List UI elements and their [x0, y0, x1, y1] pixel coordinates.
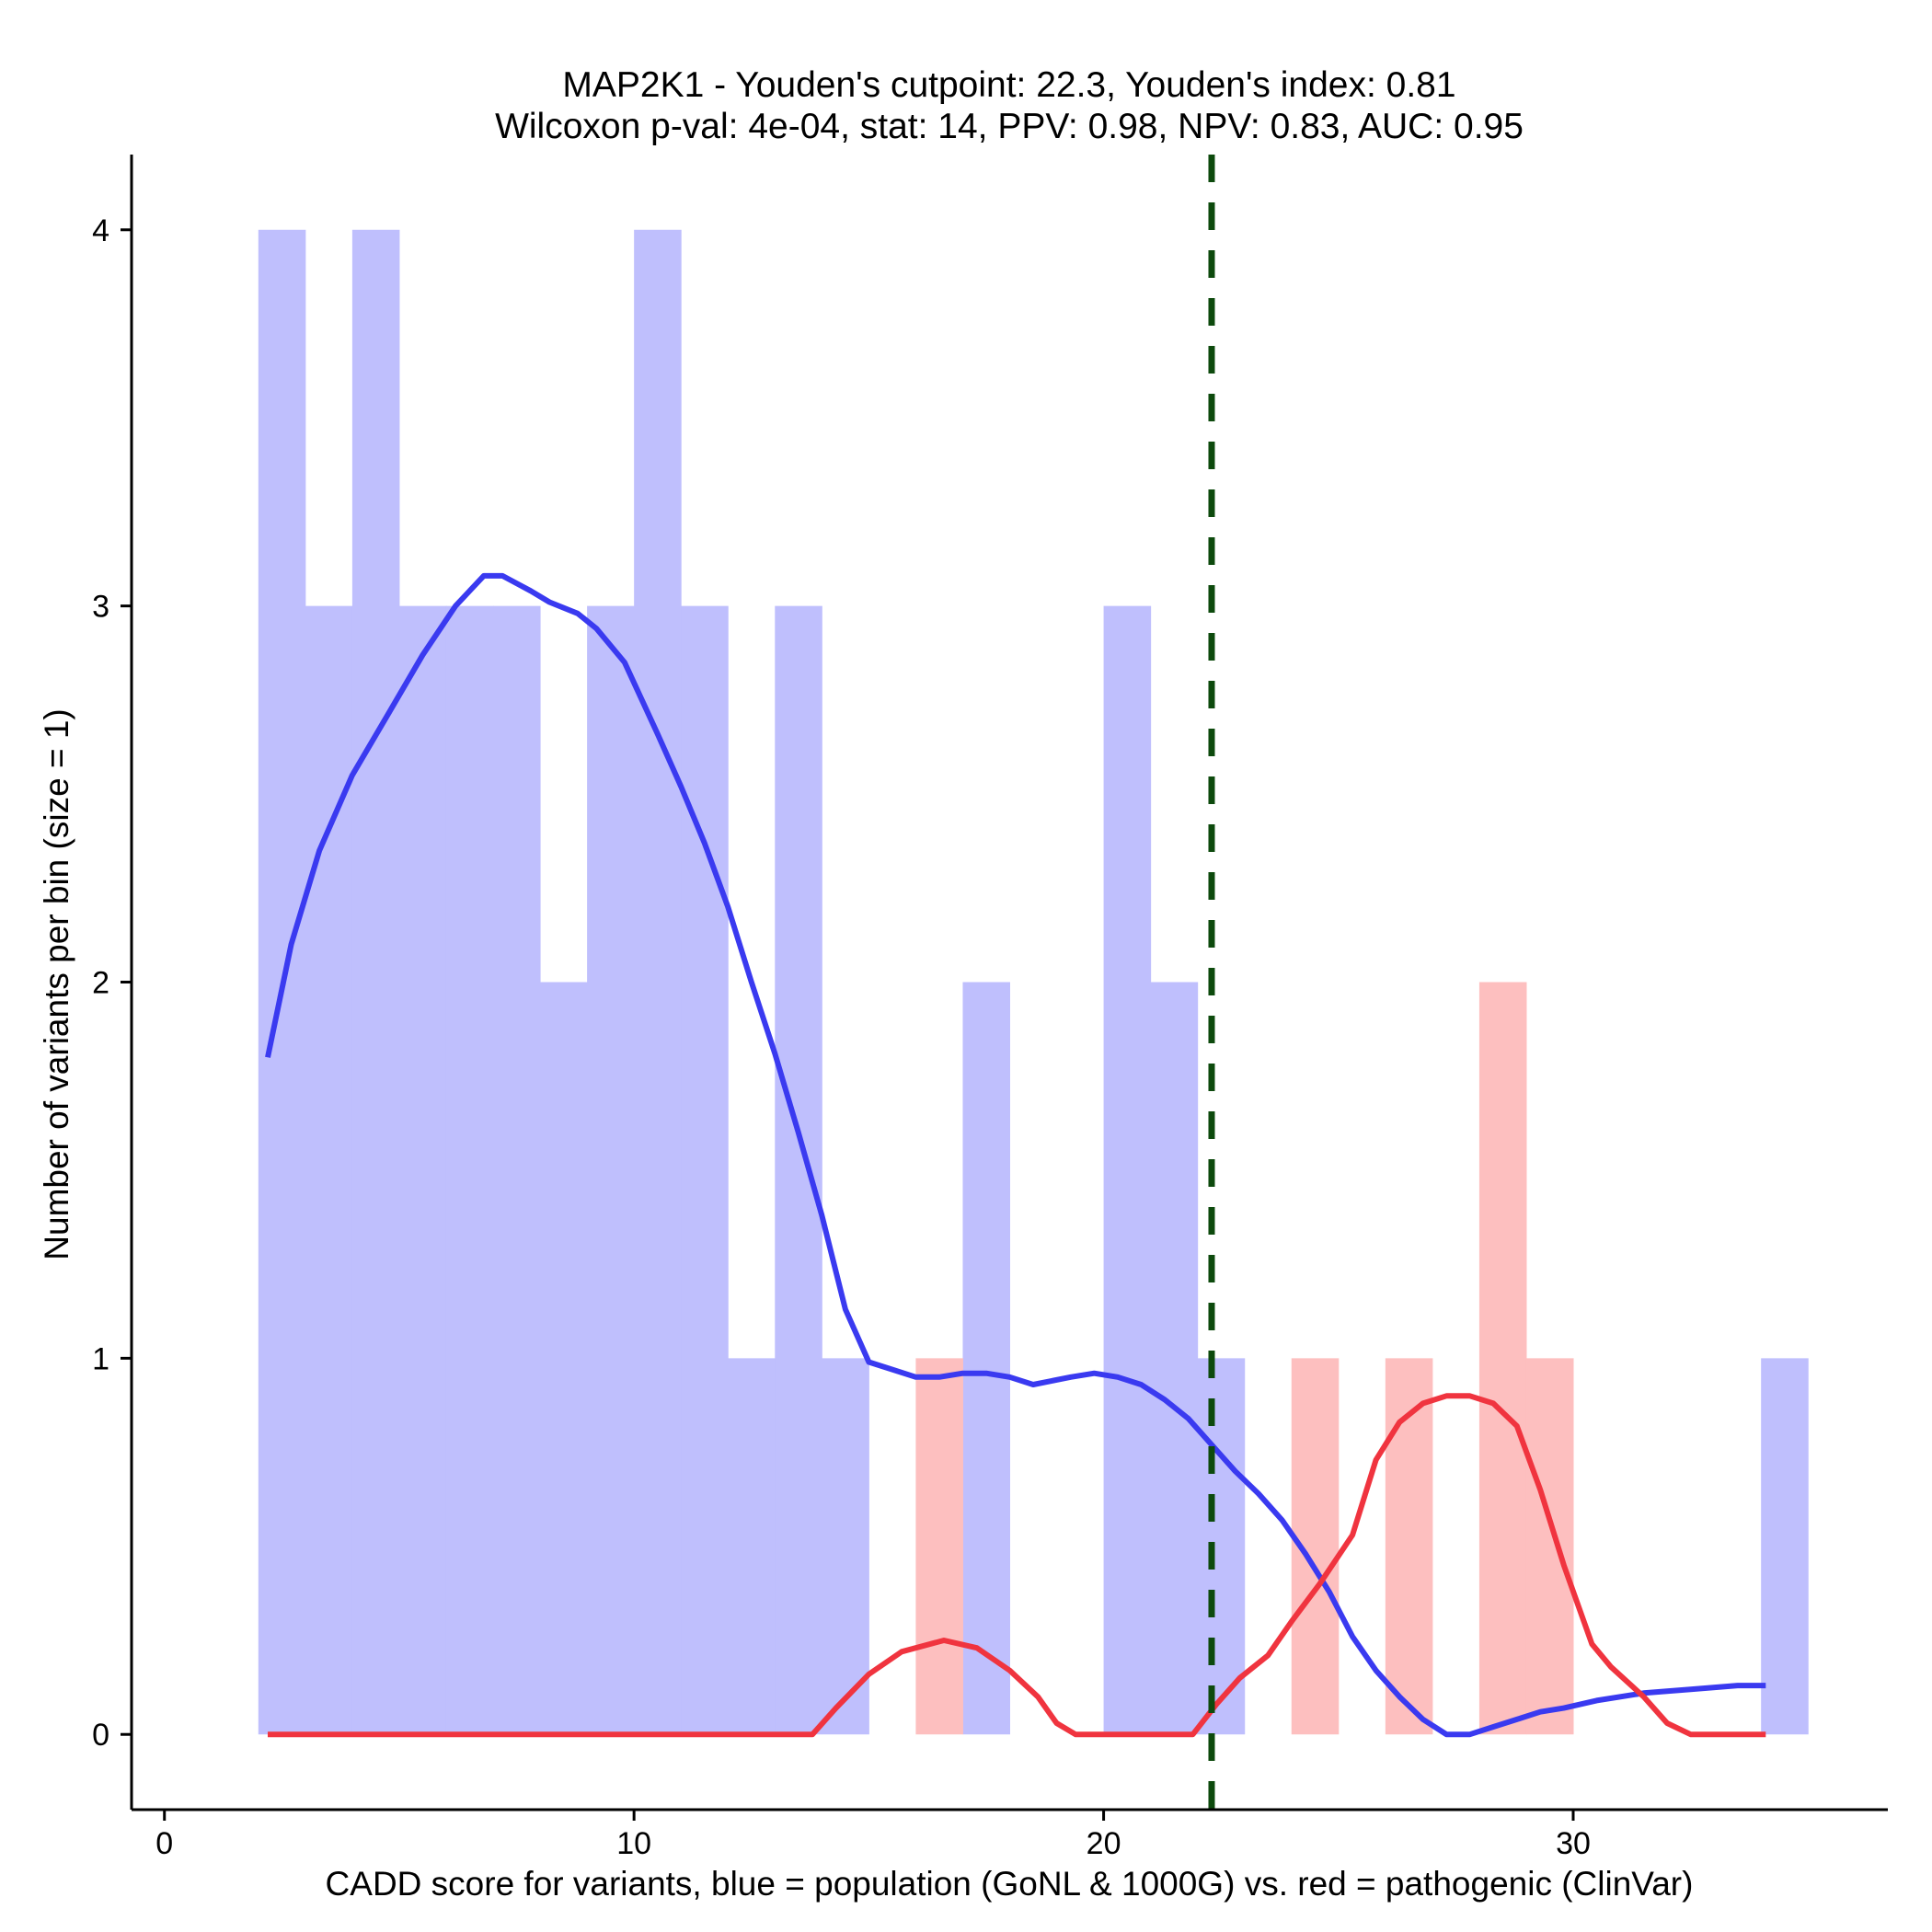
population-bar-3	[398, 605, 447, 1735]
pathogenic-density-line	[268, 1393, 1766, 1738]
pathogenic-bar-0	[915, 1358, 963, 1735]
population-bar-10	[728, 1358, 776, 1735]
y-tick-label-2: 2	[92, 966, 109, 1001]
population-bar-8	[634, 229, 682, 1735]
population-bar-14	[1103, 605, 1152, 1735]
pathogenic-bar-4	[1525, 1358, 1574, 1735]
ticks-layer: 0 10 20 30 0 1 2 3 4	[92, 213, 1591, 1861]
population-bar-2	[351, 229, 400, 1735]
x-tick-label-0: 0	[155, 1826, 173, 1861]
chart-subtitle: Wilcoxon p-val: 4e-04, stat: 14, PPV: 0.…	[495, 107, 1524, 146]
population-bar-7	[587, 605, 635, 1735]
y-axis-label: Number of variants per bin (size = 1)	[38, 708, 75, 1259]
x-axis-label: CADD score for variants, blue = populati…	[326, 1865, 1694, 1903]
chart-title: MAP2K1 - Youden's cutpoint: 22.3, Youden…	[562, 65, 1455, 105]
population-bar-6	[540, 982, 588, 1735]
population-bar-12	[822, 1358, 869, 1735]
pathogenic-bar-2	[1385, 1358, 1433, 1735]
population-bar-9	[681, 605, 729, 1735]
x-tick-label-1: 10	[616, 1826, 651, 1861]
population-bar-16	[1197, 1358, 1246, 1735]
y-tick-label-3: 3	[92, 590, 109, 625]
population-bar-13	[962, 982, 1010, 1735]
population-bar-4	[445, 605, 494, 1735]
population-bar-11	[775, 605, 822, 1735]
x-tick-label-3: 30	[1556, 1826, 1591, 1861]
x-tick-label-2: 20	[1087, 1826, 1121, 1861]
population-density-line	[265, 572, 1766, 1738]
y-tick-label-0: 0	[92, 1718, 109, 1753]
density-lines-layer	[265, 572, 1766, 1738]
population-bar-1	[305, 605, 353, 1735]
y-tick-label-1: 1	[92, 1341, 109, 1376]
population-bar-17	[1761, 1358, 1809, 1735]
y-tick-label-4: 4	[92, 213, 109, 248]
pathogenic-bar-3	[1478, 982, 1527, 1735]
population-bar-15	[1150, 982, 1199, 1735]
population-bar-5	[493, 605, 541, 1735]
bars-layer	[258, 229, 1809, 1735]
